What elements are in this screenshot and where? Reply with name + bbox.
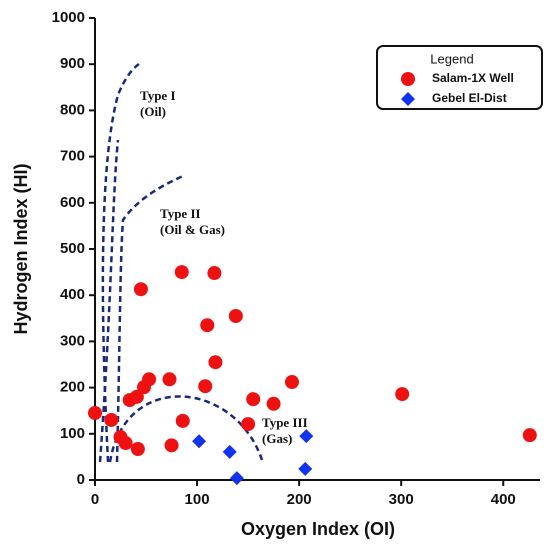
- point: [241, 417, 256, 432]
- y-tick-label: 700: [60, 148, 85, 165]
- annotation: Type II: [160, 206, 201, 221]
- y-tick-label: 900: [60, 55, 85, 72]
- point: [164, 438, 179, 453]
- annotation: (Oil & Gas): [160, 222, 225, 237]
- point: [222, 444, 237, 459]
- point: [266, 396, 281, 411]
- annotation: Type I: [140, 88, 176, 103]
- y-tick-label: 100: [60, 425, 85, 442]
- point: [229, 471, 244, 486]
- legend-title: Legend: [430, 51, 473, 66]
- point: [175, 413, 190, 428]
- y-tick-label: 500: [60, 240, 85, 257]
- point: [162, 372, 177, 387]
- y-tick-label: 800: [60, 101, 85, 118]
- x-axis-label: Oxygen Index (OI): [241, 519, 395, 539]
- y-tick-label: 400: [60, 286, 85, 303]
- point: [104, 412, 119, 427]
- legend-box: [376, 45, 543, 110]
- y-tick-label: 300: [60, 332, 85, 349]
- y-tick-label: 1000: [52, 9, 85, 26]
- legend-label: Gebel El-Dist: [432, 91, 507, 105]
- point: [284, 375, 299, 390]
- y-tick-label: 0: [77, 471, 85, 488]
- legend-marker: [401, 92, 415, 106]
- annotation: Type III: [262, 415, 308, 430]
- point: [298, 461, 313, 476]
- point: [192, 434, 207, 449]
- point: [198, 379, 213, 394]
- point: [88, 406, 102, 421]
- x-tick-label: 300: [389, 491, 414, 508]
- point: [118, 436, 133, 451]
- legend-label: Salam-1X Well: [432, 71, 514, 85]
- point: [395, 387, 410, 402]
- point: [228, 308, 243, 323]
- point: [522, 428, 537, 443]
- point: [208, 355, 223, 370]
- annotation: (Oil): [140, 104, 166, 119]
- point: [246, 392, 261, 407]
- y-tick-label: 200: [60, 379, 85, 396]
- point: [299, 429, 314, 444]
- y-axis-label: Hydrogen Index (HI): [11, 163, 31, 334]
- y-tick-label: 600: [60, 194, 85, 211]
- point: [174, 265, 189, 280]
- x-tick-label: 0: [91, 491, 99, 508]
- type-i-curve: [101, 60, 143, 463]
- legend-marker: [401, 72, 415, 86]
- point: [129, 389, 144, 404]
- annotation: (Gas): [262, 431, 292, 446]
- x-tick-label: 400: [491, 491, 516, 508]
- point: [200, 318, 215, 333]
- type-ii-curve: [115, 174, 184, 463]
- x-tick-label: 100: [185, 491, 210, 508]
- point: [130, 442, 145, 457]
- x-tick-label: 200: [287, 491, 312, 508]
- point: [207, 266, 222, 281]
- point: [142, 372, 157, 387]
- point: [133, 282, 148, 297]
